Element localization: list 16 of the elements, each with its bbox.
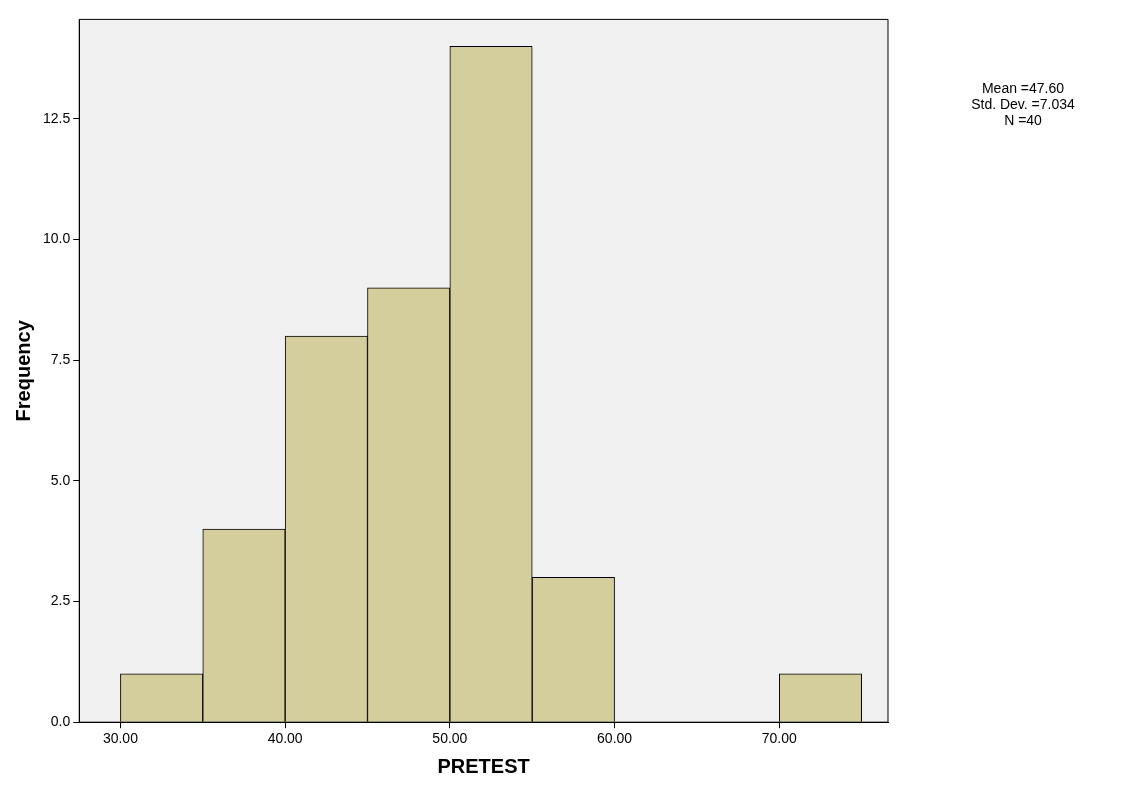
y-axis-title: Frequency: [11, 319, 34, 422]
x-tick-label: 60.00: [597, 730, 633, 747]
y-tick-label: 12.5: [43, 109, 71, 126]
y-tick-label: 10.0: [43, 230, 71, 247]
text: Std. Dev. =7.034: [970, 96, 1076, 112]
text: N =40: [1003, 112, 1043, 128]
y-tick-label: 7.5: [50, 351, 71, 368]
x-tick-label: 50.00: [432, 730, 468, 747]
x-tick-label: 70.00: [761, 730, 798, 747]
x-tick-label: 30.00: [102, 730, 139, 747]
y-tick-label: 5.0: [50, 471, 71, 488]
text: Mean =47.60: [980, 80, 1066, 96]
y-tick-label: 2.5: [50, 592, 71, 609]
y-tick-label: 0.0: [50, 713, 71, 730]
x-axis-title: PRETEST: [437, 754, 530, 777]
x-tick-label: 40.00: [267, 730, 303, 747]
